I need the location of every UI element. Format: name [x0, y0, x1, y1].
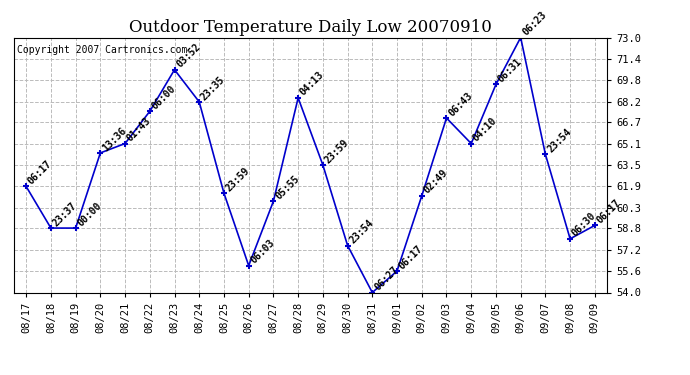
Text: 04:13: 04:13 — [298, 70, 326, 98]
Text: 06:23: 06:23 — [521, 10, 549, 38]
Text: 23:59: 23:59 — [323, 137, 351, 165]
Text: 06:17: 06:17 — [26, 159, 54, 186]
Text: 06:00: 06:00 — [150, 84, 177, 111]
Text: 23:54: 23:54 — [545, 126, 573, 154]
Text: 03:52: 03:52 — [175, 42, 202, 70]
Text: Copyright 2007 Cartronics.com: Copyright 2007 Cartronics.com — [17, 45, 187, 55]
Text: 06:27: 06:27 — [373, 265, 400, 292]
Text: 06:43: 06:43 — [446, 90, 474, 118]
Text: 06:17: 06:17 — [397, 243, 425, 271]
Text: 13:36: 13:36 — [100, 125, 128, 153]
Text: 23:59: 23:59 — [224, 165, 252, 193]
Text: 06:30: 06:30 — [570, 211, 598, 239]
Text: 00:00: 00:00 — [76, 200, 104, 228]
Text: 23:37: 23:37 — [51, 200, 79, 228]
Text: 05:55: 05:55 — [273, 173, 302, 201]
Text: 01:43: 01:43 — [125, 116, 153, 144]
Text: 02:49: 02:49 — [422, 168, 450, 196]
Title: Outdoor Temperature Daily Low 20070910: Outdoor Temperature Daily Low 20070910 — [129, 19, 492, 36]
Text: 04:10: 04:10 — [471, 116, 499, 144]
Text: 23:54: 23:54 — [348, 217, 375, 246]
Text: 06:31: 06:31 — [496, 57, 524, 84]
Text: 06:17: 06:17 — [595, 198, 622, 225]
Text: 23:35: 23:35 — [199, 74, 227, 102]
Text: 06:03: 06:03 — [248, 238, 277, 266]
